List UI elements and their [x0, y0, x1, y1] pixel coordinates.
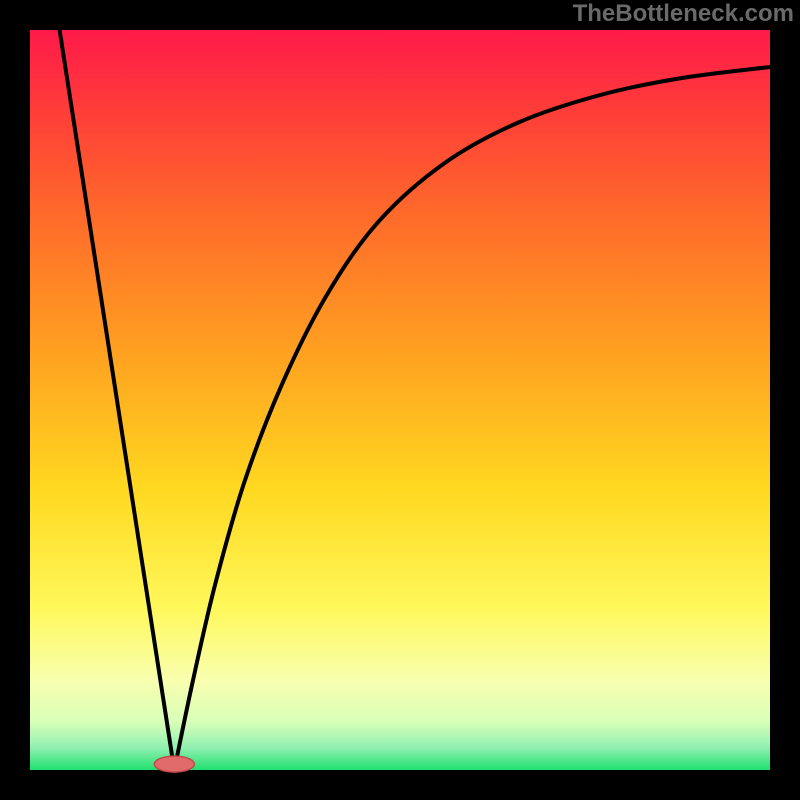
- watermark-text: TheBottleneck.com: [573, 0, 794, 28]
- optimal-marker: [154, 756, 194, 772]
- chart-container: TheBottleneck.com: [0, 0, 800, 800]
- bottleneck-curve: [60, 30, 770, 770]
- plot-area: [30, 30, 770, 770]
- curve-layer: [30, 30, 770, 770]
